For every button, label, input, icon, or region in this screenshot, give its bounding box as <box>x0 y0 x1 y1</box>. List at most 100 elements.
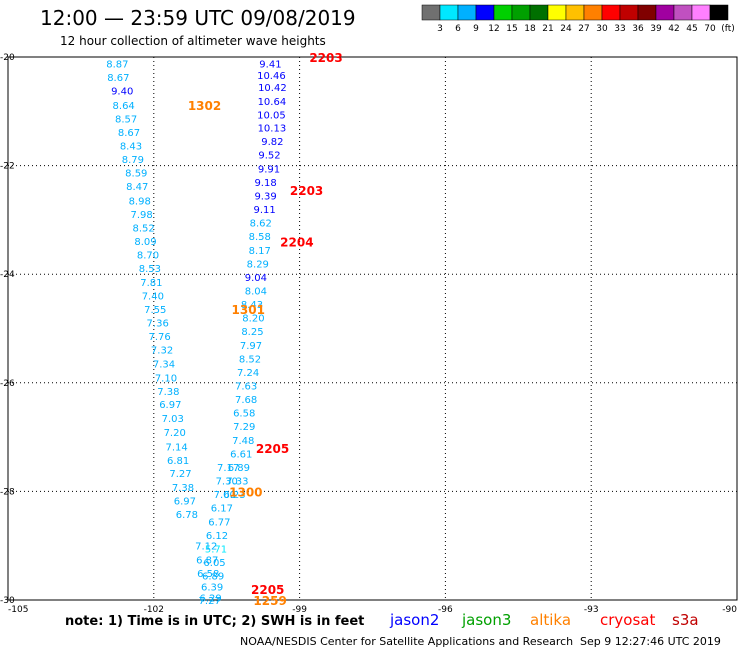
colorbar-label: 6 <box>455 24 461 34</box>
swh-value: 7.10 <box>155 373 177 384</box>
footnote: note: 1) Time is in UTC; 2) SWH is in fe… <box>65 614 364 629</box>
colorbar-swatch <box>457 4 477 21</box>
colorbar-label: 18 <box>524 24 536 34</box>
colorbar-swatch <box>475 4 495 21</box>
colorbar-label: 21 <box>542 24 553 34</box>
swh-value: 10.05 <box>257 111 286 122</box>
pass-time-label: 1300 <box>229 485 262 499</box>
wave-height-labels: 8.87 8.67 9.40 8.64 8.57 8.67 8.43 8.79 8.59 8.47… <box>106 60 286 607</box>
legend-jason2: jason2 <box>389 611 439 629</box>
pass-time-label: 2203 <box>290 184 323 198</box>
swh-value: 8.58 <box>249 232 271 243</box>
colorbar-swatch <box>529 4 549 21</box>
swh-value: 8.43 <box>120 142 142 153</box>
pass-time-label: 1302 <box>188 99 221 113</box>
x-tick-label: -96 <box>438 605 453 615</box>
swh-value: 9.91 <box>258 164 280 175</box>
y-tick-label: -20 <box>0 53 15 63</box>
colorbar-swatch <box>709 4 729 21</box>
swh-value: 7.38 <box>157 387 179 398</box>
colorbar-label: 30 <box>596 24 608 34</box>
swh-value: 7.33 <box>226 477 248 488</box>
swh-value: 7.24 <box>237 368 259 379</box>
swh-value: 7.34 <box>153 359 175 370</box>
swh-value: 7.27 <box>169 469 191 480</box>
swh-value: 7.00 <box>214 490 236 501</box>
x-tick-label: -102 <box>144 605 164 615</box>
swh-value: 9.18 <box>254 178 276 189</box>
colorbar-swatch <box>439 4 459 21</box>
map-grid <box>7 56 738 601</box>
swh-value: 10.46 <box>257 71 286 82</box>
swh-value: 8.52 <box>132 224 154 235</box>
swh-value: 8.47 <box>126 182 148 193</box>
swh-value: 8.52 <box>239 354 261 365</box>
colorbar-label: 70 <box>704 24 716 34</box>
colorbar-swatch <box>565 4 585 21</box>
swh-value: 7.48 <box>232 436 254 447</box>
swh-value: 8.62 <box>250 219 272 230</box>
y-tick-label: -22 <box>0 162 15 172</box>
swh-value: 10.64 <box>258 97 287 108</box>
y-tick-label: -30 <box>0 596 15 606</box>
legend-s3a: s3a <box>672 611 699 629</box>
swh-value: 8.67 <box>107 73 129 84</box>
swh-value: 9.40 <box>111 87 133 98</box>
legend-cryosat: cryosat <box>600 611 655 629</box>
swh-value: 6.89 <box>202 572 224 583</box>
legend-jason3: jason3 <box>461 611 511 629</box>
colorbar-swatch <box>547 4 567 21</box>
swh-value: 8.29 <box>247 259 269 270</box>
colorbar-swatch <box>619 4 639 21</box>
swh-value: 9.11 <box>253 205 275 216</box>
swh-value: 7.29 <box>233 422 255 433</box>
swh-value: 6.78 <box>176 510 198 521</box>
swh-value: 7.76 <box>148 332 170 343</box>
colorbar-label: 9 <box>473 24 479 34</box>
colorbar-label: 39 <box>650 24 662 34</box>
swh-value: 7.14 <box>166 442 188 453</box>
swh-value: 7.30 <box>216 477 238 488</box>
swh-value: 7.68 <box>235 395 257 406</box>
colorbar: 3 6 9 12 15 18 21 24 27 30 33 36 39 42 45 70 (ft) <box>421 4 735 34</box>
swh-value: 7.98 <box>131 210 153 221</box>
swh-value: 7.27 <box>199 596 221 607</box>
swh-value: 6.58 <box>233 409 255 420</box>
swh-value: 7.63 <box>235 382 257 393</box>
swh-value: 8.64 <box>113 101 135 112</box>
swh-value: 8.43 <box>241 300 263 311</box>
colorbar-label: 27 <box>578 24 589 34</box>
colorbar-label: 42 <box>668 24 679 34</box>
swh-value: 8.98 <box>129 196 151 207</box>
swh-value: 8.70 <box>137 251 159 262</box>
x-tick-label: -93 <box>584 605 599 615</box>
swh-value: 8.87 <box>106 60 128 71</box>
swh-value: 8.67 <box>118 128 140 139</box>
swh-value: 6.61 <box>230 449 252 460</box>
swh-value: 8.20 <box>242 314 264 325</box>
axis-labels: -105 -102 -99 -96 -93 -90 -20 -22 -24 -26 -28 -30 <box>0 53 737 615</box>
colorbar-label: 3 <box>437 24 443 34</box>
pass-time-label: 2203 <box>309 51 342 65</box>
swh-value: 7.20 <box>164 428 186 439</box>
swh-value: 6.89 <box>228 463 250 474</box>
swh-value: 10.13 <box>258 124 287 135</box>
credit-line: NOAA/NESDIS Center for Satellite Applica… <box>240 635 573 648</box>
colorbar-label: 24 <box>560 24 572 34</box>
swh-value: 6.58 <box>197 569 219 580</box>
swh-value: 7.40 <box>142 291 164 302</box>
pass-time-label: 1301 <box>232 303 265 317</box>
swh-value: 9.41 <box>259 60 281 71</box>
swh-value: 7.97 <box>240 341 262 352</box>
satellite-legend: jason2 jason3 altika cryosat s3a <box>389 611 699 629</box>
swh-value: 9.39 <box>254 191 276 202</box>
colorbar-swatch <box>511 4 531 21</box>
swh-value: 6.97 <box>159 400 181 411</box>
swh-value: 7.55 <box>144 305 166 316</box>
swh-value: 6.39 <box>201 582 223 593</box>
swh-value: 6.12 <box>206 531 228 542</box>
legend-altika: altika <box>530 611 571 629</box>
colorbar-swatch <box>691 4 711 21</box>
x-tick-label: -105 <box>8 605 28 615</box>
